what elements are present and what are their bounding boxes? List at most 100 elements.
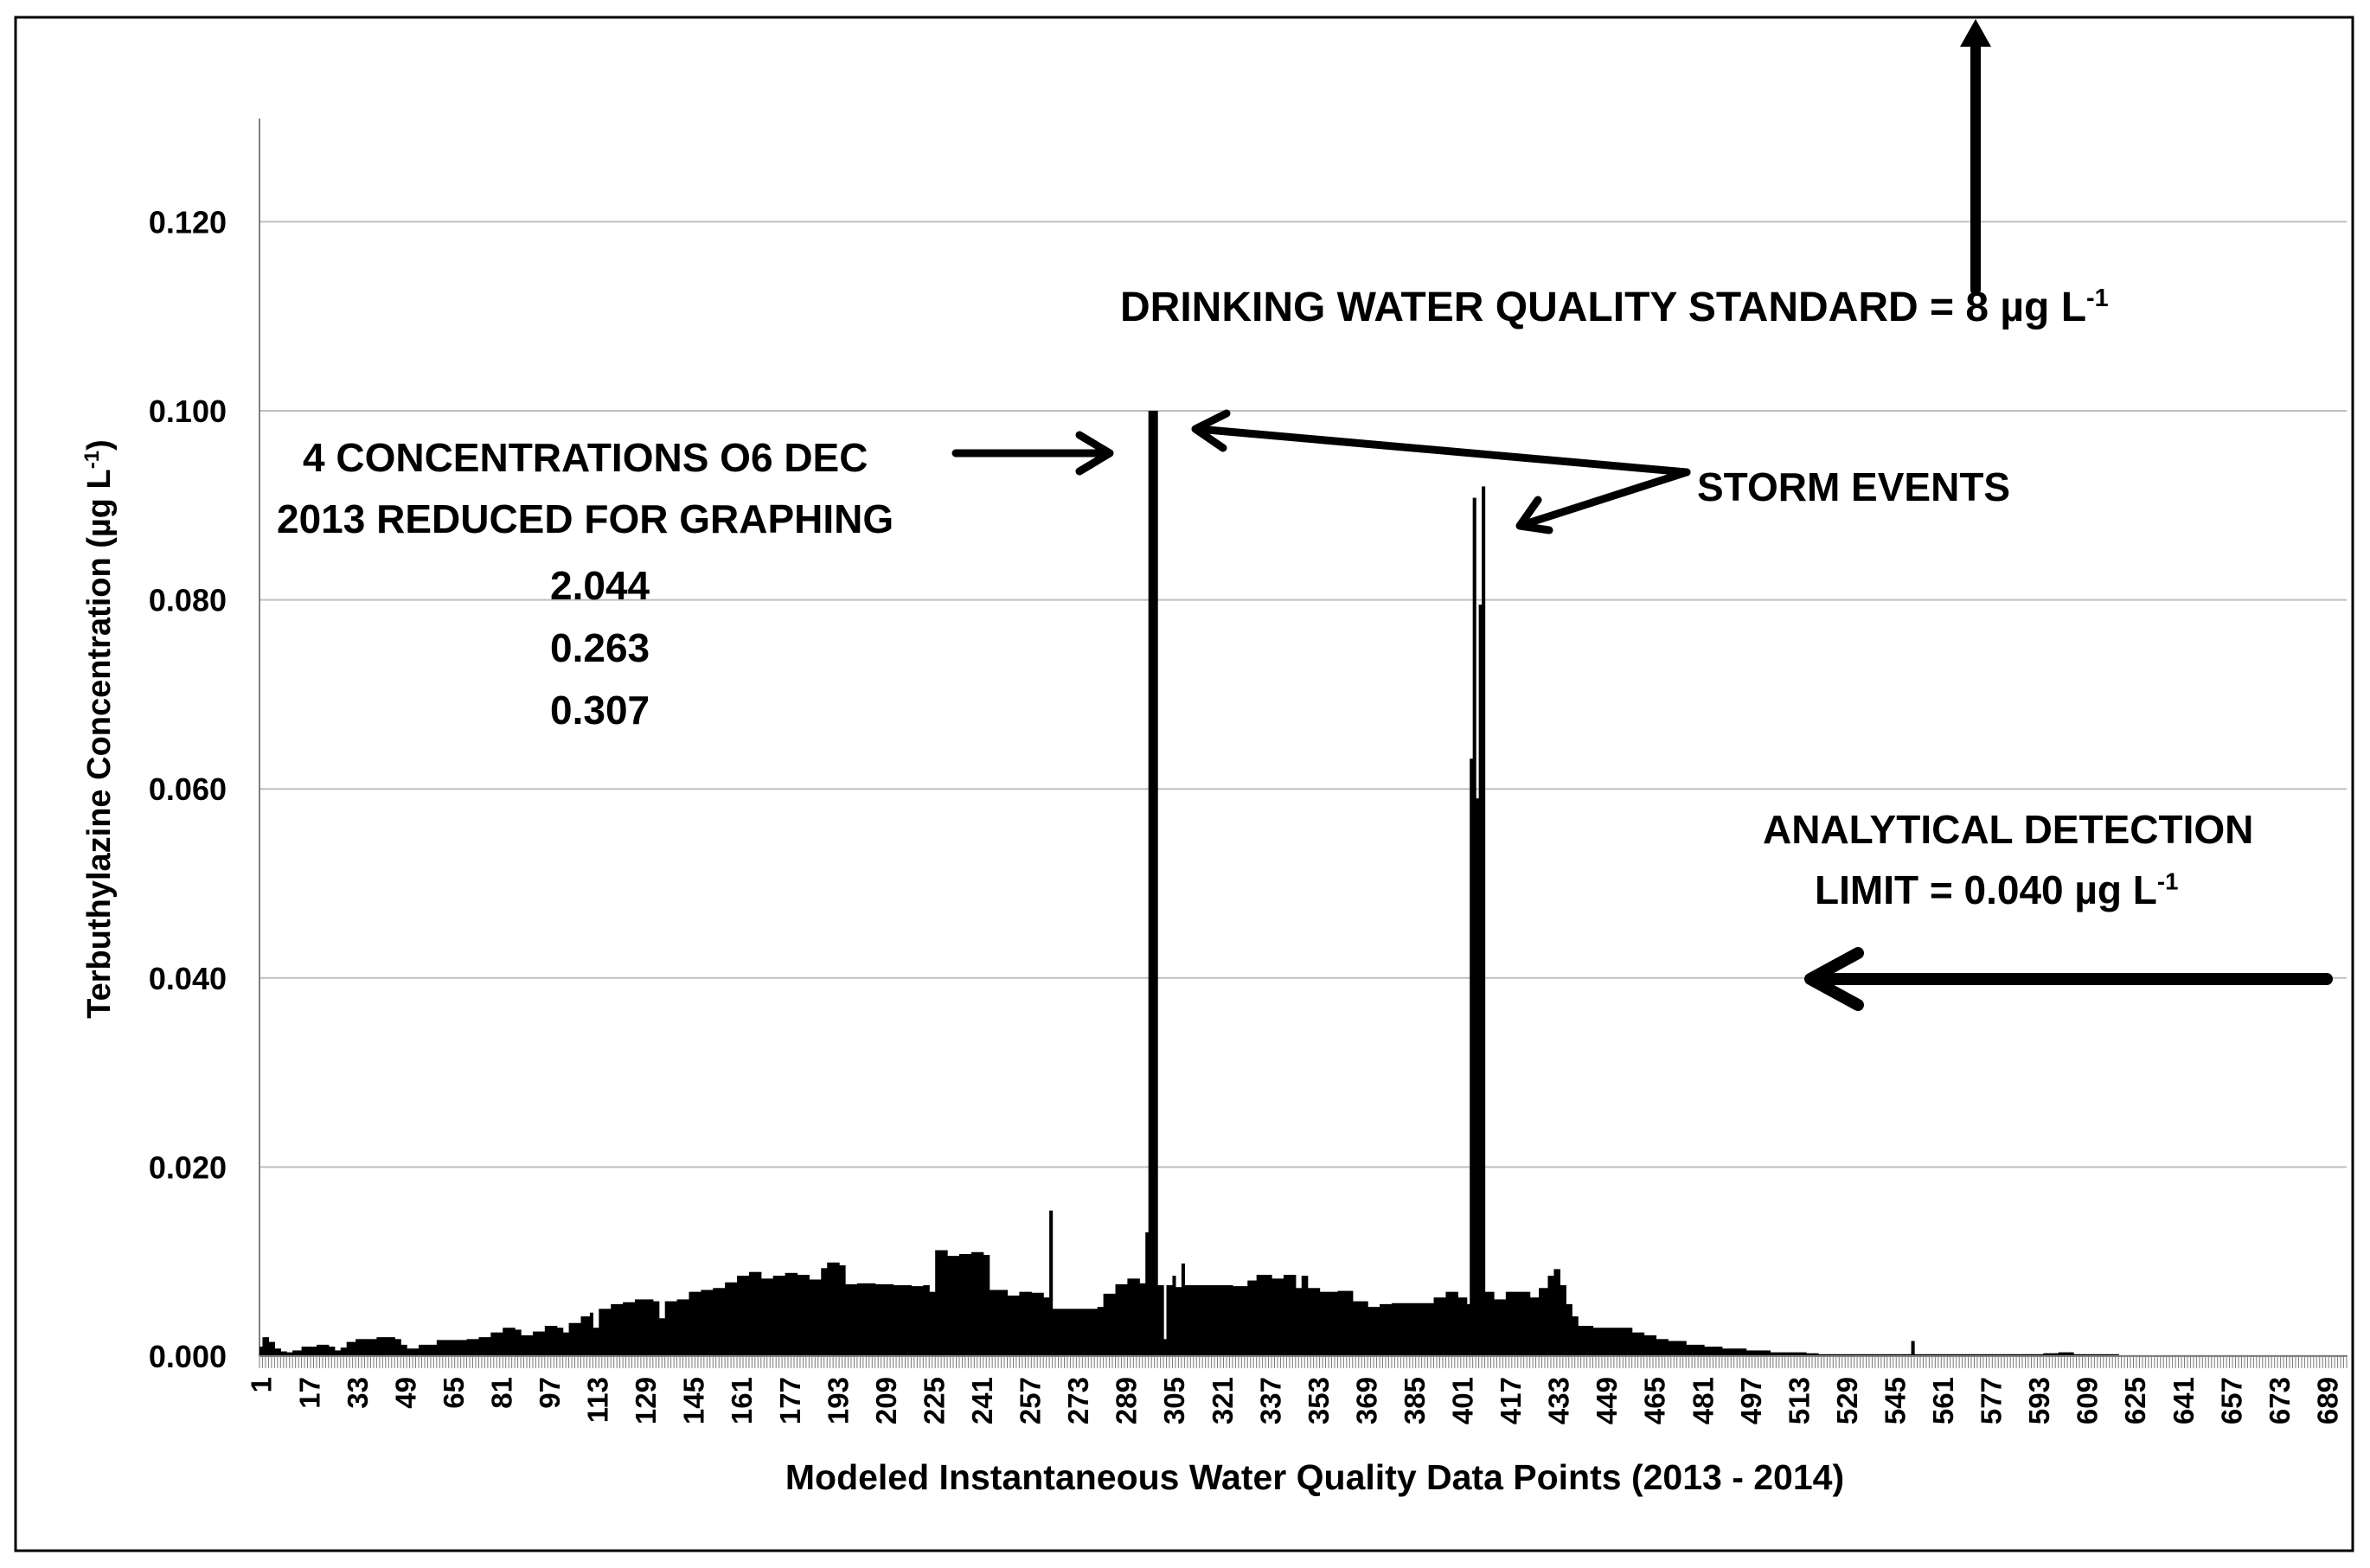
bar-491 [1731, 1348, 1735, 1356]
bar-414 [1499, 1299, 1503, 1356]
bar-547 [1899, 1354, 1903, 1356]
bar-309 [1184, 1285, 1188, 1356]
bar-437 [1568, 1303, 1573, 1356]
bar-179 [794, 1272, 798, 1356]
bar-328 [1241, 1286, 1246, 1356]
bar-144 [689, 1291, 693, 1356]
bar-580 [1998, 1354, 2002, 1356]
bar-251 [1009, 1296, 1015, 1356]
bar-553 [1917, 1354, 1921, 1356]
bar-241 [980, 1251, 984, 1356]
bar-349 [1304, 1276, 1309, 1356]
bar-474 [1680, 1341, 1684, 1356]
bar-7 [277, 1348, 281, 1356]
bar-359 [1334, 1291, 1339, 1356]
bar-33 [356, 1339, 360, 1356]
bar-471 [1670, 1341, 1675, 1356]
x-tick-label-24: 385 [1399, 1377, 1431, 1424]
bar-118 [611, 1303, 615, 1356]
bar-82 [503, 1328, 507, 1356]
bar-56 [424, 1344, 429, 1356]
bar-468 [1662, 1339, 1666, 1356]
bar-88 [521, 1334, 525, 1356]
bar-198 [850, 1283, 855, 1356]
bar-154 [719, 1288, 723, 1356]
x-tick-label-19: 305 [1158, 1377, 1190, 1424]
bar-141 [680, 1299, 684, 1356]
bar-590 [2027, 1354, 2033, 1356]
bar-418 [1511, 1291, 1515, 1356]
bar-550 [1908, 1354, 1912, 1356]
bar-427 [1539, 1288, 1543, 1356]
bar-564 [1950, 1354, 1954, 1356]
bar-265 [1052, 1309, 1056, 1356]
bar-4 [268, 1341, 272, 1356]
bar-464 [1649, 1334, 1654, 1356]
bar-43 [385, 1337, 389, 1356]
bar-310 [1187, 1285, 1191, 1356]
bar-364 [1349, 1290, 1354, 1356]
bar-458 [1631, 1332, 1636, 1356]
x-tick-label-27: 433 [1543, 1377, 1575, 1424]
bar-585 [2013, 1354, 2017, 1356]
bar-108 [580, 1316, 585, 1356]
bar-30 [346, 1341, 350, 1356]
bar-445 [1592, 1328, 1597, 1356]
bar-498 [1752, 1350, 1756, 1356]
bar-411 [1490, 1291, 1495, 1356]
bar-472 [1674, 1341, 1678, 1356]
reduced-value-2: 0.263 [550, 625, 650, 670]
bar-202 [862, 1283, 867, 1356]
bar-391 [1431, 1302, 1435, 1356]
bar-528 [1842, 1354, 1846, 1356]
x-tick-label-8: 129 [630, 1377, 662, 1424]
bar-483 [1707, 1347, 1711, 1356]
bar-504 [1770, 1352, 1774, 1356]
bar-530 [1848, 1354, 1852, 1356]
bar-221 [919, 1286, 924, 1356]
bar-388 [1421, 1302, 1425, 1356]
bar-105 [572, 1322, 576, 1356]
detection-label-line2: LIMIT = 0.040 µg L-1 [1815, 867, 2178, 913]
bar-94 [538, 1331, 542, 1356]
x-tick-label-41: 657 [2215, 1377, 2247, 1424]
bar-454 [1619, 1328, 1624, 1356]
x-tick-label-7: 113 [582, 1377, 614, 1423]
bar-382 [1403, 1302, 1407, 1356]
bar-299 [1154, 411, 1158, 1356]
bar-332 [1253, 1280, 1258, 1356]
bar-133 [656, 1301, 660, 1356]
bar-537 [1868, 1354, 1874, 1356]
x-tick-label-40: 641 [2168, 1377, 2200, 1424]
bar-536 [1866, 1354, 1870, 1356]
x-tick-label-26: 417 [1495, 1377, 1527, 1424]
bar-1 [259, 1347, 264, 1356]
bar-461 [1641, 1332, 1645, 1356]
bar-89 [523, 1334, 528, 1356]
y-tick-labels: 0.000 0.020 0.040 0.060 0.080 0.100 0.120 [149, 204, 227, 1374]
bar-501 [1760, 1350, 1765, 1356]
bar-295 [1142, 1283, 1146, 1356]
bar-42 [382, 1337, 387, 1356]
bar-379 [1394, 1302, 1399, 1356]
bar-130 [646, 1299, 650, 1356]
bar-417 [1508, 1291, 1513, 1356]
bar-436 [1566, 1303, 1570, 1356]
bar-169 [764, 1278, 768, 1356]
bar-542 [1884, 1354, 1888, 1356]
bar-365 [1352, 1301, 1356, 1356]
bar-39 [373, 1339, 377, 1356]
bar-308 [1181, 1263, 1185, 1356]
bar-383 [1406, 1302, 1411, 1356]
bar-104 [568, 1322, 573, 1356]
bar-519 [1815, 1353, 1819, 1356]
bar-319 [1214, 1285, 1219, 1356]
bar-122 [623, 1302, 627, 1356]
bar-575 [1982, 1354, 1987, 1356]
bar-465 [1652, 1334, 1657, 1356]
bar-404 [1470, 758, 1474, 1356]
bar-216 [905, 1285, 909, 1356]
bar-515 [1803, 1352, 1807, 1356]
bar-49 [403, 1344, 407, 1356]
data-bars [259, 411, 2348, 1356]
